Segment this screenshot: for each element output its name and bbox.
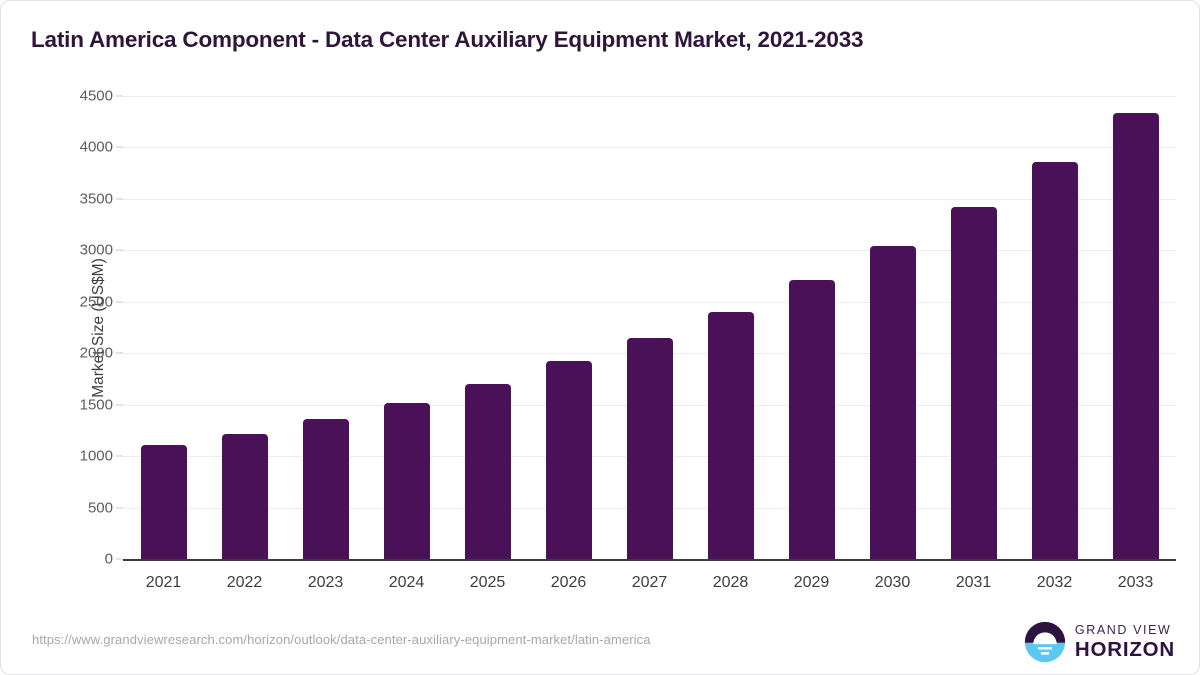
x-tick-label: 2029 <box>793 574 830 591</box>
x-tick-label: 2033 <box>1117 574 1154 591</box>
grand-view-horizon-logo-icon <box>1024 621 1066 663</box>
brand-logo: GRAND VIEW HORIZON <box>1024 621 1175 663</box>
x-tick-label: 2026 <box>550 574 587 591</box>
x-tick-label: 2027 <box>631 574 668 591</box>
y-tick-label: 0 <box>104 550 113 568</box>
y-tick-label: 3000 <box>79 241 113 259</box>
bar-2023[interactable] <box>302 419 349 559</box>
bar-2033[interactable] <box>1112 112 1159 559</box>
x-tick-label: 2028 <box>712 574 749 591</box>
x-tick-label: 2025 <box>469 574 506 591</box>
plot-area <box>123 96 1176 559</box>
x-tick-label: 2021 <box>145 574 182 591</box>
x-tick-label: 2022 <box>226 574 263 591</box>
logo-line-2: HORIZON <box>1074 637 1175 661</box>
x-tick-label: 2030 <box>874 574 911 591</box>
y-tick-label: 4500 <box>79 87 113 105</box>
bar-2022[interactable] <box>221 434 268 559</box>
gridline <box>123 147 1176 149</box>
gridline <box>123 250 1176 252</box>
bar-2032[interactable] <box>1031 162 1078 559</box>
x-tick-label: 2032 <box>1036 574 1073 591</box>
gridline <box>123 96 1176 97</box>
y-axis-ticks: 0 500 1000 1500 2000 2500 3000 3500 4000 4500 <box>31 88 123 568</box>
page-title: Latin America Component - Data Center Au… <box>31 27 864 52</box>
y-tick-mark <box>116 198 123 200</box>
y-tick-mark <box>116 301 123 303</box>
y-tick-mark <box>116 352 123 354</box>
logo-text: GRAND VIEW HORIZON <box>1075 624 1175 660</box>
bar-2025[interactable] <box>464 383 511 559</box>
bar-2028[interactable] <box>707 311 754 559</box>
gridline <box>123 301 1176 303</box>
bar-2031[interactable] <box>950 207 997 559</box>
y-tick-mark <box>116 507 123 509</box>
gridline <box>123 198 1176 200</box>
y-tick-mark <box>116 558 123 560</box>
y-tick-mark <box>116 146 123 148</box>
y-tick-label: 3500 <box>79 190 113 208</box>
bar-2027[interactable] <box>626 337 673 559</box>
y-tick-mark <box>116 249 123 251</box>
bar-2030[interactable] <box>869 245 916 559</box>
y-tick-label: 2000 <box>79 344 113 362</box>
x-tick-label: 2024 <box>388 574 425 591</box>
x-tick-label: 2031 <box>955 574 992 591</box>
y-tick-mark <box>116 95 123 97</box>
y-tick-label: 2500 <box>79 293 113 311</box>
x-tick-label: 2023 <box>307 574 344 591</box>
y-tick-mark <box>116 404 123 406</box>
bar-2029[interactable] <box>788 279 835 559</box>
y-tick-label: 4000 <box>79 138 113 156</box>
source-url[interactable]: https://www.grandviewresearch.com/horizo… <box>32 632 651 647</box>
bar-2021[interactable] <box>140 444 187 559</box>
y-tick-label: 1500 <box>79 396 113 414</box>
y-tick-label: 500 <box>87 499 113 517</box>
y-tick-mark <box>116 455 123 457</box>
y-tick-label: 1000 <box>79 447 113 465</box>
logo-line-1: GRAND VIEW <box>1074 623 1172 637</box>
x-axis-line <box>123 559 1176 561</box>
bar-2026[interactable] <box>545 361 592 559</box>
bar-2024[interactable] <box>383 403 430 559</box>
